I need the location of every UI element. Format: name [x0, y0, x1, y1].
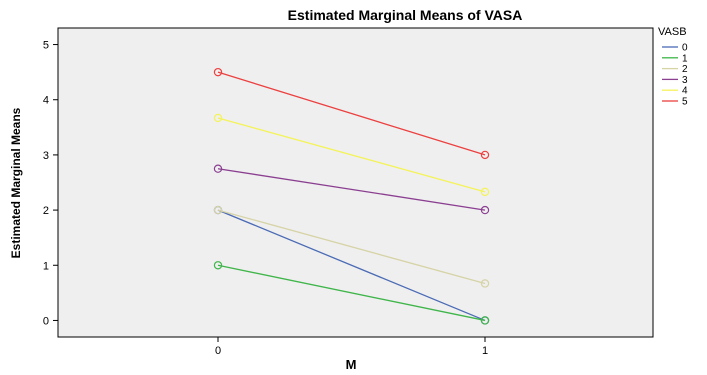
y-tick-label-1: 1 [43, 260, 49, 272]
x-axis-label: M [346, 357, 357, 372]
legend-title: VASB [658, 26, 687, 38]
y-tick-label-5: 5 [43, 40, 49, 52]
series-line-4 [217, 117, 486, 193]
data-point-5-1 [480, 150, 490, 160]
plot-area [57, 27, 654, 338]
y-tick-label-0: 0 [43, 315, 49, 327]
data-point-3-1 [480, 205, 490, 215]
series-line-2 [217, 209, 486, 285]
data-point-2-1 [480, 279, 490, 288]
chart-title: Estimated Marginal Means of VASA [288, 7, 523, 23]
series-line-1 [217, 264, 486, 322]
data-point-4-0 [213, 113, 223, 123]
data-point-5-0 [213, 67, 223, 77]
series-line-3 [217, 168, 486, 211]
series-lines [217, 71, 486, 322]
legend-label-4: 4 [682, 86, 688, 97]
legend-label-2: 2 [682, 64, 688, 75]
series-line-5 [217, 71, 486, 156]
y-tick-label-2: 2 [43, 205, 49, 217]
y-tick-label-3: 3 [43, 150, 49, 162]
y-axis-label: Estimated Marginal Means [9, 107, 23, 258]
data-point-2-0 [213, 205, 223, 215]
x-tick-label-1: 1 [482, 345, 488, 357]
data-point-1-1 [480, 316, 490, 325]
data-point-3-0 [213, 164, 223, 173]
x-tick-label-0: 0 [215, 345, 221, 357]
legend-label-3: 3 [682, 75, 688, 86]
legend-label-5: 5 [682, 97, 688, 108]
legend-label-1: 1 [682, 53, 688, 64]
data-point-4-1 [480, 187, 490, 197]
series-markers [213, 67, 490, 325]
legend-label-0: 0 [682, 43, 688, 54]
data-point-1-0 [213, 261, 223, 270]
y-axis: 0 1 2 3 4 5 [43, 40, 58, 327]
y-tick-label-4: 4 [43, 95, 49, 107]
series-line-0 [217, 209, 486, 322]
